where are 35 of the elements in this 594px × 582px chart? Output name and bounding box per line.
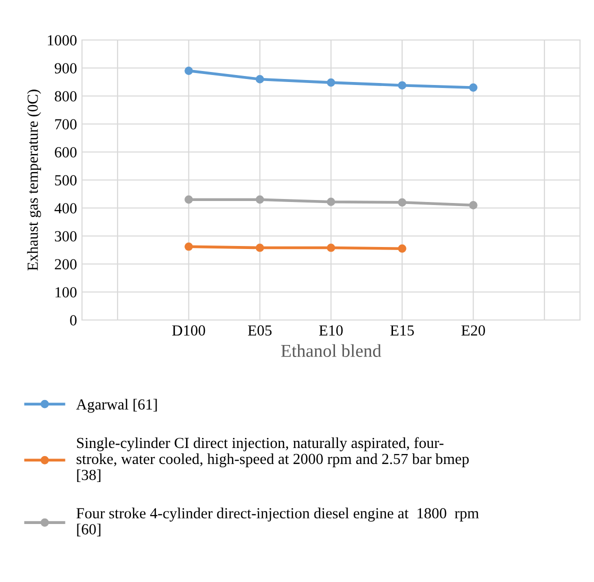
y-tick-label: 100 bbox=[56, 287, 77, 298]
point bbox=[326, 78, 336, 87]
point bbox=[184, 242, 193, 251]
y-tick-label: 300 bbox=[54, 231, 77, 242]
y-tick-label: 600 bbox=[54, 147, 77, 158]
y-tick-label: 1000 bbox=[48, 35, 77, 46]
y-axis-title: Exhaust gas temperature (0C) bbox=[27, 90, 42, 271]
x-tick-label: E10 bbox=[319, 325, 343, 336]
legend-label: Single-cylinder CI direct injection, naturally aspirated, four- stroke, water cooled, high-speed at 2000 rpm and 2.57 bar bmep [38] bbox=[76, 437, 469, 482]
point bbox=[398, 244, 406, 253]
point bbox=[256, 244, 264, 252]
x-tick-label: E20 bbox=[461, 325, 486, 336]
y-tick-label: 500 bbox=[55, 175, 77, 186]
y-tick-label: 800 bbox=[54, 91, 77, 102]
point bbox=[398, 81, 406, 90]
point bbox=[184, 66, 193, 75]
point bbox=[469, 201, 478, 210]
point bbox=[326, 244, 336, 252]
point bbox=[256, 195, 264, 204]
point bbox=[184, 195, 193, 204]
legend-label: Agarwal [61] bbox=[76, 398, 157, 413]
y-tick-label: 0 bbox=[70, 315, 77, 326]
x-tick-label: E15 bbox=[390, 325, 414, 336]
point bbox=[398, 198, 406, 207]
point bbox=[326, 198, 336, 206]
x-axis-title: Ethanol blend bbox=[281, 344, 382, 357]
y-tick-label: 400 bbox=[54, 203, 77, 214]
legend-label: Four stroke 4-cylinder direct-injection diesel engine at 1800 rpm [60] bbox=[76, 508, 479, 536]
y-tick-label: 900 bbox=[54, 63, 77, 74]
x-tick-label: E05 bbox=[248, 325, 272, 336]
y-tick-label: 700 bbox=[55, 119, 77, 130]
point bbox=[256, 75, 264, 84]
x-tick-label: D100 bbox=[172, 325, 206, 336]
point bbox=[469, 83, 478, 92]
y-tick-label: 200 bbox=[54, 259, 77, 270]
